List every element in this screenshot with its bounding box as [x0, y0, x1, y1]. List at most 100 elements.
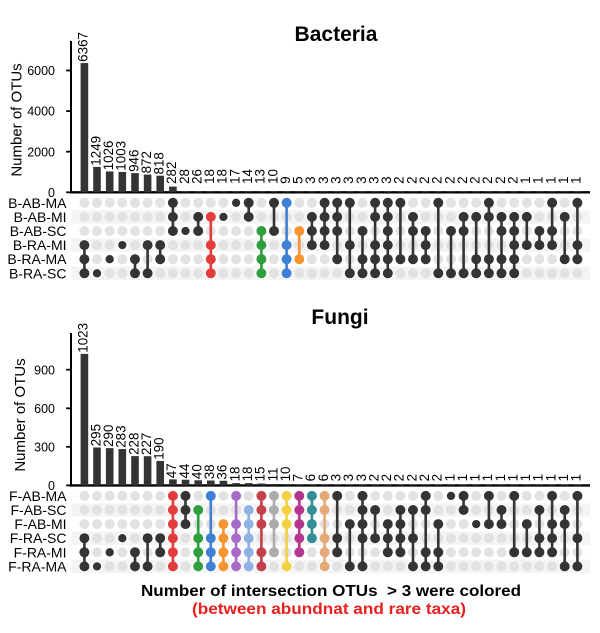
svg-text:290: 290	[101, 425, 116, 447]
svg-text:28: 28	[177, 169, 192, 184]
svg-text:2: 2	[468, 176, 483, 183]
svg-text:946: 946	[126, 150, 141, 172]
svg-text:3: 3	[329, 176, 344, 183]
svg-text:Number of intersection OTUs >: Number of intersection OTUs > 3 were col…	[141, 583, 521, 600]
svg-text:1003: 1003	[114, 141, 129, 171]
svg-text:190: 190	[152, 437, 167, 459]
svg-text:1026: 1026	[101, 141, 116, 171]
svg-text:872: 872	[139, 151, 154, 173]
svg-text:14: 14	[240, 168, 255, 183]
svg-text:9: 9	[278, 176, 293, 183]
svg-text:2: 2	[455, 176, 470, 183]
svg-text:B-AB-MA: B-AB-MA	[8, 195, 67, 211]
svg-text:13: 13	[253, 169, 268, 184]
svg-text:3: 3	[341, 474, 356, 481]
svg-text:228: 228	[126, 433, 141, 455]
svg-text:17: 17	[227, 169, 242, 184]
svg-text:18: 18	[215, 169, 230, 184]
svg-text:2: 2	[366, 474, 381, 481]
svg-text:10: 10	[265, 169, 280, 184]
svg-text:2: 2	[417, 474, 432, 481]
svg-text:Number of OTUs: Number of OTUs	[9, 63, 26, 176]
svg-text:3: 3	[366, 176, 381, 183]
svg-text:2: 2	[430, 176, 445, 183]
svg-text:B-AB-MI: B-AB-MI	[14, 209, 67, 225]
svg-text:Number of OTUs: Number of OTUs	[12, 358, 29, 471]
svg-text:1: 1	[569, 474, 584, 481]
svg-text:47: 47	[164, 463, 179, 478]
svg-text:2: 2	[430, 474, 445, 481]
svg-text:F-RA-SC: F-RA-SC	[10, 530, 67, 546]
svg-text:6: 6	[316, 474, 331, 481]
svg-text:1: 1	[518, 474, 533, 481]
svg-text:3: 3	[303, 176, 318, 183]
svg-text:Fungi: Fungi	[311, 306, 368, 329]
svg-text:1249: 1249	[88, 136, 103, 166]
svg-text:227: 227	[139, 433, 154, 455]
svg-text:1: 1	[531, 474, 546, 481]
svg-text:900: 900	[34, 363, 55, 377]
svg-text:2: 2	[417, 176, 432, 183]
svg-text:1: 1	[455, 474, 470, 481]
svg-text:1: 1	[543, 176, 558, 183]
svg-text:300: 300	[34, 440, 55, 454]
svg-text:36: 36	[215, 465, 230, 480]
svg-text:2: 2	[480, 176, 495, 183]
svg-text:1: 1	[480, 474, 495, 481]
svg-text:44: 44	[177, 463, 192, 478]
svg-text:B-RA-SC: B-RA-SC	[9, 265, 67, 281]
svg-text:26: 26	[190, 169, 205, 184]
svg-text:2: 2	[392, 176, 407, 183]
svg-text:2: 2	[404, 474, 419, 481]
svg-text:6: 6	[303, 474, 318, 481]
svg-text:1: 1	[556, 474, 571, 481]
svg-text:B-RA-MI: B-RA-MI	[13, 237, 67, 253]
svg-text:2: 2	[404, 176, 419, 183]
svg-text:F-RA-MI: F-RA-MI	[14, 544, 67, 560]
svg-text:15: 15	[253, 466, 268, 481]
svg-text:295: 295	[88, 424, 103, 446]
svg-text:0: 0	[48, 186, 55, 200]
svg-text:(between abundnat and rare tax: (between abundnat and rare taxa)	[192, 601, 466, 618]
svg-text:4000: 4000	[27, 105, 55, 119]
svg-text:1: 1	[493, 474, 508, 481]
svg-text:1: 1	[569, 176, 584, 183]
svg-text:F-AB-MA: F-AB-MA	[9, 488, 67, 504]
svg-text:1: 1	[468, 474, 483, 481]
svg-text:2: 2	[442, 176, 457, 183]
svg-text:1: 1	[531, 176, 546, 183]
svg-text:2: 2	[392, 474, 407, 481]
svg-text:2: 2	[493, 176, 508, 183]
svg-text:F-AB-SC: F-AB-SC	[11, 502, 67, 518]
svg-text:F-RA-MA: F-RA-MA	[8, 558, 67, 574]
svg-text:1: 1	[556, 176, 571, 183]
svg-text:3: 3	[329, 474, 344, 481]
svg-text:38: 38	[202, 464, 217, 479]
svg-text:18: 18	[240, 466, 255, 481]
svg-text:3: 3	[354, 474, 369, 481]
svg-text:282: 282	[164, 162, 179, 184]
svg-text:6000: 6000	[27, 64, 55, 78]
svg-text:1: 1	[506, 474, 521, 481]
svg-text:818: 818	[152, 152, 167, 174]
svg-text:18: 18	[202, 169, 217, 184]
svg-text:6367: 6367	[76, 32, 91, 62]
svg-text:3: 3	[379, 176, 394, 183]
svg-text:1023: 1023	[76, 323, 91, 353]
svg-text:2000: 2000	[27, 145, 55, 159]
svg-text:0: 0	[48, 479, 55, 493]
svg-text:1: 1	[442, 474, 457, 481]
svg-text:2: 2	[506, 176, 521, 183]
svg-text:18: 18	[227, 466, 242, 481]
svg-text:3: 3	[341, 176, 356, 183]
svg-text:3: 3	[316, 176, 331, 183]
svg-text:1: 1	[543, 474, 558, 481]
svg-text:11: 11	[265, 467, 280, 481]
svg-text:Bacteria: Bacteria	[295, 23, 378, 46]
svg-text:40: 40	[190, 464, 205, 479]
svg-text:5: 5	[291, 176, 306, 183]
svg-text:B-RA-MA: B-RA-MA	[7, 251, 67, 267]
svg-text:283: 283	[114, 425, 129, 447]
svg-text:2: 2	[379, 474, 394, 481]
svg-text:B-AB-SC: B-AB-SC	[10, 223, 67, 239]
